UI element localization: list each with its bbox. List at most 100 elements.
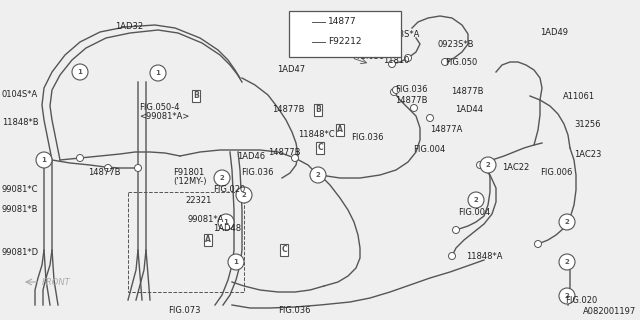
Text: FIG.036: FIG.036 xyxy=(351,133,383,142)
Circle shape xyxy=(534,241,541,247)
Text: FIG.036: FIG.036 xyxy=(241,168,273,177)
Circle shape xyxy=(310,167,326,183)
Circle shape xyxy=(559,288,575,304)
Text: 1: 1 xyxy=(156,70,161,76)
Circle shape xyxy=(295,15,309,29)
Text: 1AC22: 1AC22 xyxy=(502,163,529,172)
FancyBboxPatch shape xyxy=(289,11,401,57)
Text: 14877A: 14877A xyxy=(430,125,462,134)
Text: FIG.020: FIG.020 xyxy=(565,296,597,305)
Circle shape xyxy=(218,214,234,230)
Text: 2: 2 xyxy=(564,259,570,265)
Text: A: A xyxy=(205,236,211,244)
Text: 2: 2 xyxy=(300,39,305,45)
Text: FIG.020: FIG.020 xyxy=(213,185,245,194)
Circle shape xyxy=(236,187,252,203)
Circle shape xyxy=(134,164,141,172)
Circle shape xyxy=(477,162,483,169)
Text: A082001197: A082001197 xyxy=(583,307,636,316)
Text: C: C xyxy=(281,245,287,254)
Text: 1AD48: 1AD48 xyxy=(213,224,241,233)
Text: 2: 2 xyxy=(316,172,321,178)
Circle shape xyxy=(104,164,111,172)
Text: 14877B: 14877B xyxy=(88,168,120,177)
Text: 1: 1 xyxy=(234,259,239,265)
Text: FIG.050: FIG.050 xyxy=(445,58,477,67)
Text: 2: 2 xyxy=(564,293,570,299)
Text: 14877B: 14877B xyxy=(268,148,301,157)
Text: FIG.006: FIG.006 xyxy=(540,168,572,177)
Circle shape xyxy=(566,219,573,226)
Text: 2: 2 xyxy=(486,162,490,168)
Text: 11848*C: 11848*C xyxy=(298,130,335,139)
Text: 1AD47: 1AD47 xyxy=(277,65,305,74)
Circle shape xyxy=(291,155,298,162)
Text: F91801: F91801 xyxy=(173,168,204,177)
Text: 1AC23: 1AC23 xyxy=(574,150,602,159)
Circle shape xyxy=(295,35,309,49)
Text: 11848*A: 11848*A xyxy=(466,252,502,261)
Circle shape xyxy=(452,227,460,234)
Text: 2: 2 xyxy=(564,219,570,225)
Text: FIG.004: FIG.004 xyxy=(413,145,445,154)
Circle shape xyxy=(404,54,412,61)
Text: 2: 2 xyxy=(474,197,478,203)
Text: FIG.036: FIG.036 xyxy=(278,306,310,315)
Text: C: C xyxy=(317,143,323,153)
Circle shape xyxy=(241,191,248,198)
Circle shape xyxy=(472,196,479,204)
Circle shape xyxy=(566,259,573,266)
Circle shape xyxy=(214,170,230,186)
Text: 1AD46: 1AD46 xyxy=(237,152,265,161)
Text: FIG.073: FIG.073 xyxy=(168,306,200,315)
Circle shape xyxy=(559,214,575,230)
Circle shape xyxy=(314,172,321,179)
Circle shape xyxy=(392,86,399,93)
Circle shape xyxy=(426,115,433,122)
Circle shape xyxy=(468,192,484,208)
Text: 1: 1 xyxy=(42,157,47,163)
Text: 2: 2 xyxy=(220,175,225,181)
Circle shape xyxy=(150,65,166,81)
Text: FIG.036: FIG.036 xyxy=(395,85,428,94)
Circle shape xyxy=(154,69,161,76)
Text: 0923S*A: 0923S*A xyxy=(383,30,419,39)
Text: FIG.004: FIG.004 xyxy=(458,208,490,217)
Text: A: A xyxy=(337,125,343,134)
Circle shape xyxy=(72,64,88,80)
Circle shape xyxy=(36,152,52,168)
Text: F92212: F92212 xyxy=(328,37,362,46)
Bar xyxy=(128,192,244,292)
Circle shape xyxy=(228,254,244,270)
Text: 14877B: 14877B xyxy=(451,87,483,96)
Text: 99081*A: 99081*A xyxy=(188,215,225,224)
Circle shape xyxy=(390,89,397,95)
Text: 1: 1 xyxy=(223,219,228,225)
Text: 11848*B: 11848*B xyxy=(2,118,38,127)
Text: 99081*B: 99081*B xyxy=(2,205,38,214)
Text: 99081*D: 99081*D xyxy=(2,248,39,257)
Text: 14877: 14877 xyxy=(328,18,356,27)
Text: 14877B: 14877B xyxy=(272,105,305,114)
Circle shape xyxy=(566,292,573,300)
Text: 1AD32: 1AD32 xyxy=(115,22,143,31)
Text: B: B xyxy=(315,106,321,115)
Text: 31256: 31256 xyxy=(574,120,600,129)
Circle shape xyxy=(480,157,496,173)
Circle shape xyxy=(218,174,225,181)
Text: 11810: 11810 xyxy=(383,56,410,65)
Circle shape xyxy=(410,105,417,111)
Text: A11061: A11061 xyxy=(563,92,595,101)
Circle shape xyxy=(442,59,449,66)
Text: <99081*A>: <99081*A> xyxy=(139,112,189,121)
Circle shape xyxy=(559,254,575,270)
Text: FRONT: FRONT xyxy=(42,278,71,287)
Text: FIG.050-4: FIG.050-4 xyxy=(139,103,179,112)
Text: 0104S*A: 0104S*A xyxy=(2,90,38,99)
Text: 22321: 22321 xyxy=(185,196,211,205)
Text: 14877B: 14877B xyxy=(395,96,428,105)
Text: 1: 1 xyxy=(77,69,83,75)
Text: B: B xyxy=(193,92,199,100)
Circle shape xyxy=(484,162,492,169)
Text: 99081*C: 99081*C xyxy=(2,185,38,194)
